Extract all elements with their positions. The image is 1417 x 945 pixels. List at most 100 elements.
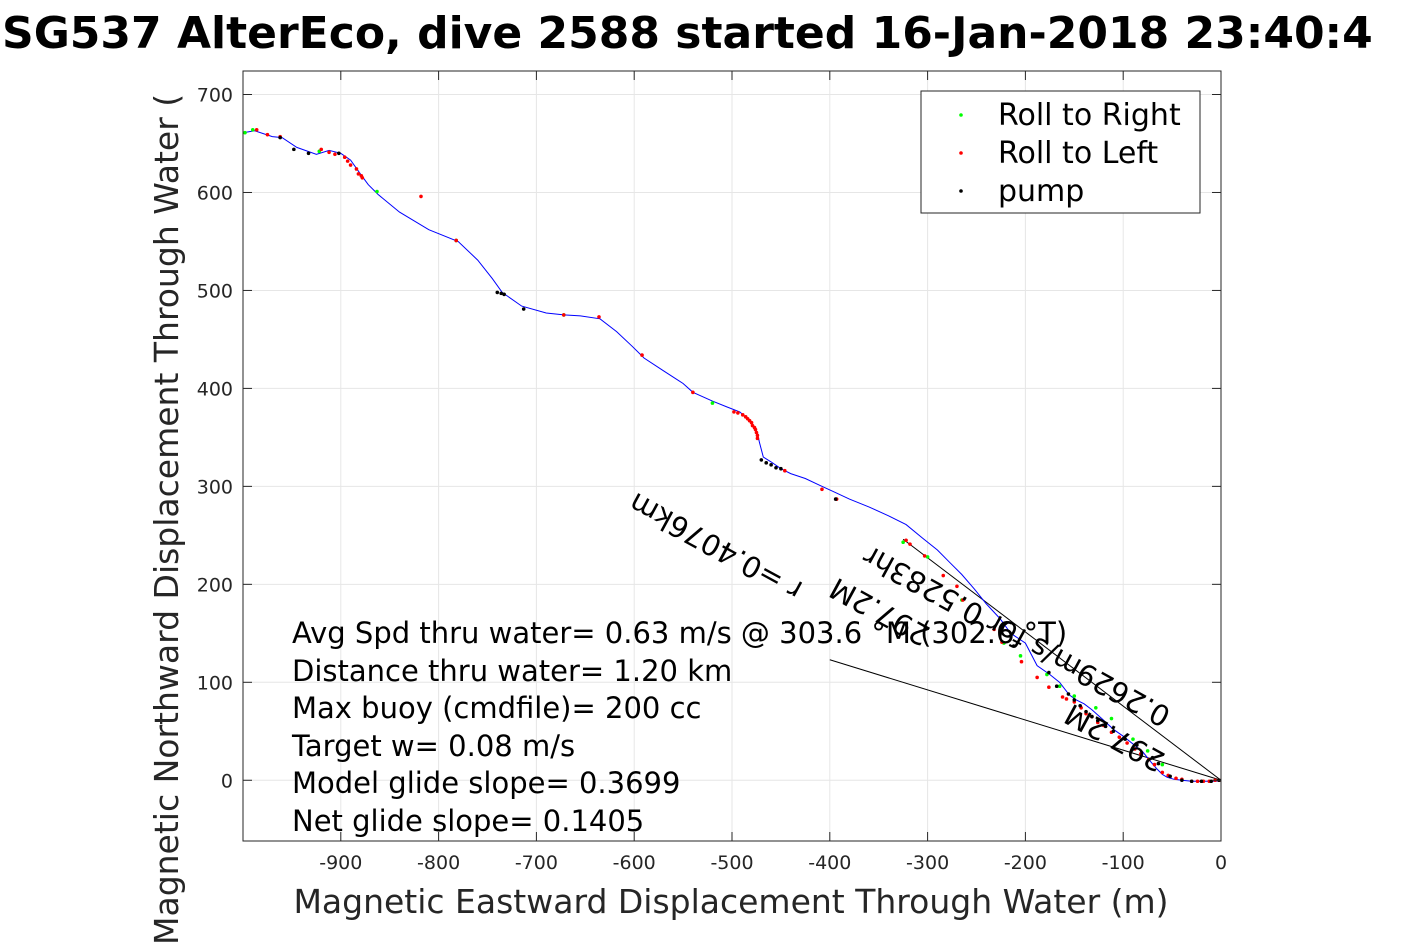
x-tick-label: 0 (1215, 852, 1227, 874)
y-axis-label: Magnetic Northward Displacement Through … (147, 94, 186, 945)
annotation-model-glide: Model glide slope= 0.3699 (292, 766, 680, 800)
vector-line (829, 659, 1222, 781)
x-tick-label: -400 (808, 852, 851, 874)
roll-left-point (360, 175, 365, 180)
y-tick-label: 500 (197, 280, 233, 302)
vector-line (902, 538, 1222, 781)
pump-point (1180, 778, 1184, 783)
pump-point (1150, 755, 1155, 760)
roll-right-point (1072, 694, 1077, 698)
pump-point (1054, 684, 1059, 689)
annotation-target-w: Target w= 0.08 m/s (291, 729, 575, 763)
x-tick-label: -200 (1004, 852, 1047, 874)
roll-left-point (1117, 735, 1122, 739)
legend-label-pump: pump (998, 174, 1084, 209)
pump-point (1095, 718, 1100, 723)
pump-point (1168, 774, 1172, 779)
roll-right-point (1145, 749, 1150, 753)
roll-left-point (327, 150, 331, 155)
pump-point (1103, 724, 1108, 729)
roll-left-point (1152, 762, 1157, 767)
roll-left-point (691, 390, 695, 395)
roll-left-point (254, 127, 259, 132)
grid (243, 71, 1222, 841)
roll-left-point (783, 468, 787, 473)
roll-left-point (941, 573, 946, 578)
roll-left-point (561, 313, 566, 317)
pump-point (1199, 779, 1204, 784)
pump-point (1090, 714, 1094, 719)
roll-left-point (348, 163, 353, 167)
y-tick-label: 200 (197, 574, 233, 596)
roll-right-point (1109, 716, 1114, 721)
x-tick-label: -700 (515, 852, 558, 874)
roll-left-point (1174, 776, 1178, 781)
roll-left-point (1139, 752, 1143, 756)
pump-point (278, 135, 282, 140)
annotation-net-glide: Net glide slope= 0.1405 (292, 804, 644, 838)
ticks: -900 -800 -700 -600 -500 -400 -300 -200 -100 0 0 10… (197, 71, 1227, 874)
annotation-avg-speed: Avg Spd thru water= 0.63 m/s @ 303.6 °M … (292, 616, 1067, 650)
roll-right-point (1094, 705, 1098, 710)
roll-left-point (597, 315, 601, 319)
roll-left-point (1195, 779, 1200, 784)
pump-point (1084, 709, 1088, 714)
roll-right-point (250, 127, 255, 132)
y-tick-label: 100 (197, 672, 233, 694)
roll-left-point (732, 410, 736, 414)
x-tick-label: -600 (613, 852, 656, 874)
roll-left-point (1047, 685, 1051, 689)
pump-point (1156, 761, 1161, 766)
roll-left-point (736, 411, 740, 415)
roll-right-point (1018, 654, 1023, 658)
x-tick-label: -800 (417, 852, 460, 874)
y-tick-label: 700 (197, 85, 233, 107)
pump-point (1123, 737, 1127, 741)
roll-left-point (356, 172, 361, 176)
pump-point (764, 461, 769, 465)
y-tick-label: 600 (197, 182, 233, 204)
legend: Roll to Right Roll to Left pump (920, 90, 1201, 214)
pump-point (1111, 729, 1116, 734)
pump-point (759, 458, 764, 462)
pump-point (502, 292, 506, 297)
roll-left-point (755, 436, 760, 441)
pump-point (1135, 743, 1139, 747)
y-tick-label: 300 (197, 476, 233, 498)
chart-title: SG537 AlterEco, dive 2588 started 16-Jan… (2, 8, 1373, 59)
vectors (829, 538, 1222, 781)
roll-left-point (755, 433, 760, 438)
y-tick-label: 0 (221, 770, 233, 792)
roll-left-point (1064, 697, 1069, 701)
pump-point (292, 147, 296, 152)
pump-point (774, 465, 778, 470)
pump-point (495, 290, 500, 295)
legend-marker-roll-left (959, 151, 963, 155)
roll-left-point (454, 238, 459, 243)
roll-left-point (904, 538, 908, 543)
roll-right-point (710, 401, 715, 405)
roll-left-point (265, 132, 270, 137)
roll-left-point (333, 152, 337, 157)
x-tick-label: -100 (1102, 852, 1145, 874)
pump-point (1066, 692, 1071, 696)
roll-left-point (992, 627, 996, 632)
x-tick-label: -300 (906, 852, 949, 874)
pump-point (499, 291, 503, 296)
annotations: Avg Spd thru water= 0.63 m/s @ 303.6 °M … (291, 616, 1067, 838)
roll-left-point (1146, 757, 1151, 762)
roll-right-point (925, 555, 930, 559)
pump-point (769, 463, 773, 467)
roll-left-point (922, 554, 927, 558)
roll-left-point (1060, 695, 1065, 699)
pump-point (521, 307, 526, 311)
legend-label-roll-left: Roll to Left (998, 136, 1158, 171)
roll-right-point (375, 189, 379, 194)
y-tick-label: 400 (197, 378, 233, 400)
roll-left-point (820, 487, 824, 492)
pump-point (1011, 644, 1016, 648)
roll-left-point (419, 194, 423, 199)
pump-point (1047, 670, 1051, 675)
roll-left-point (342, 155, 347, 160)
